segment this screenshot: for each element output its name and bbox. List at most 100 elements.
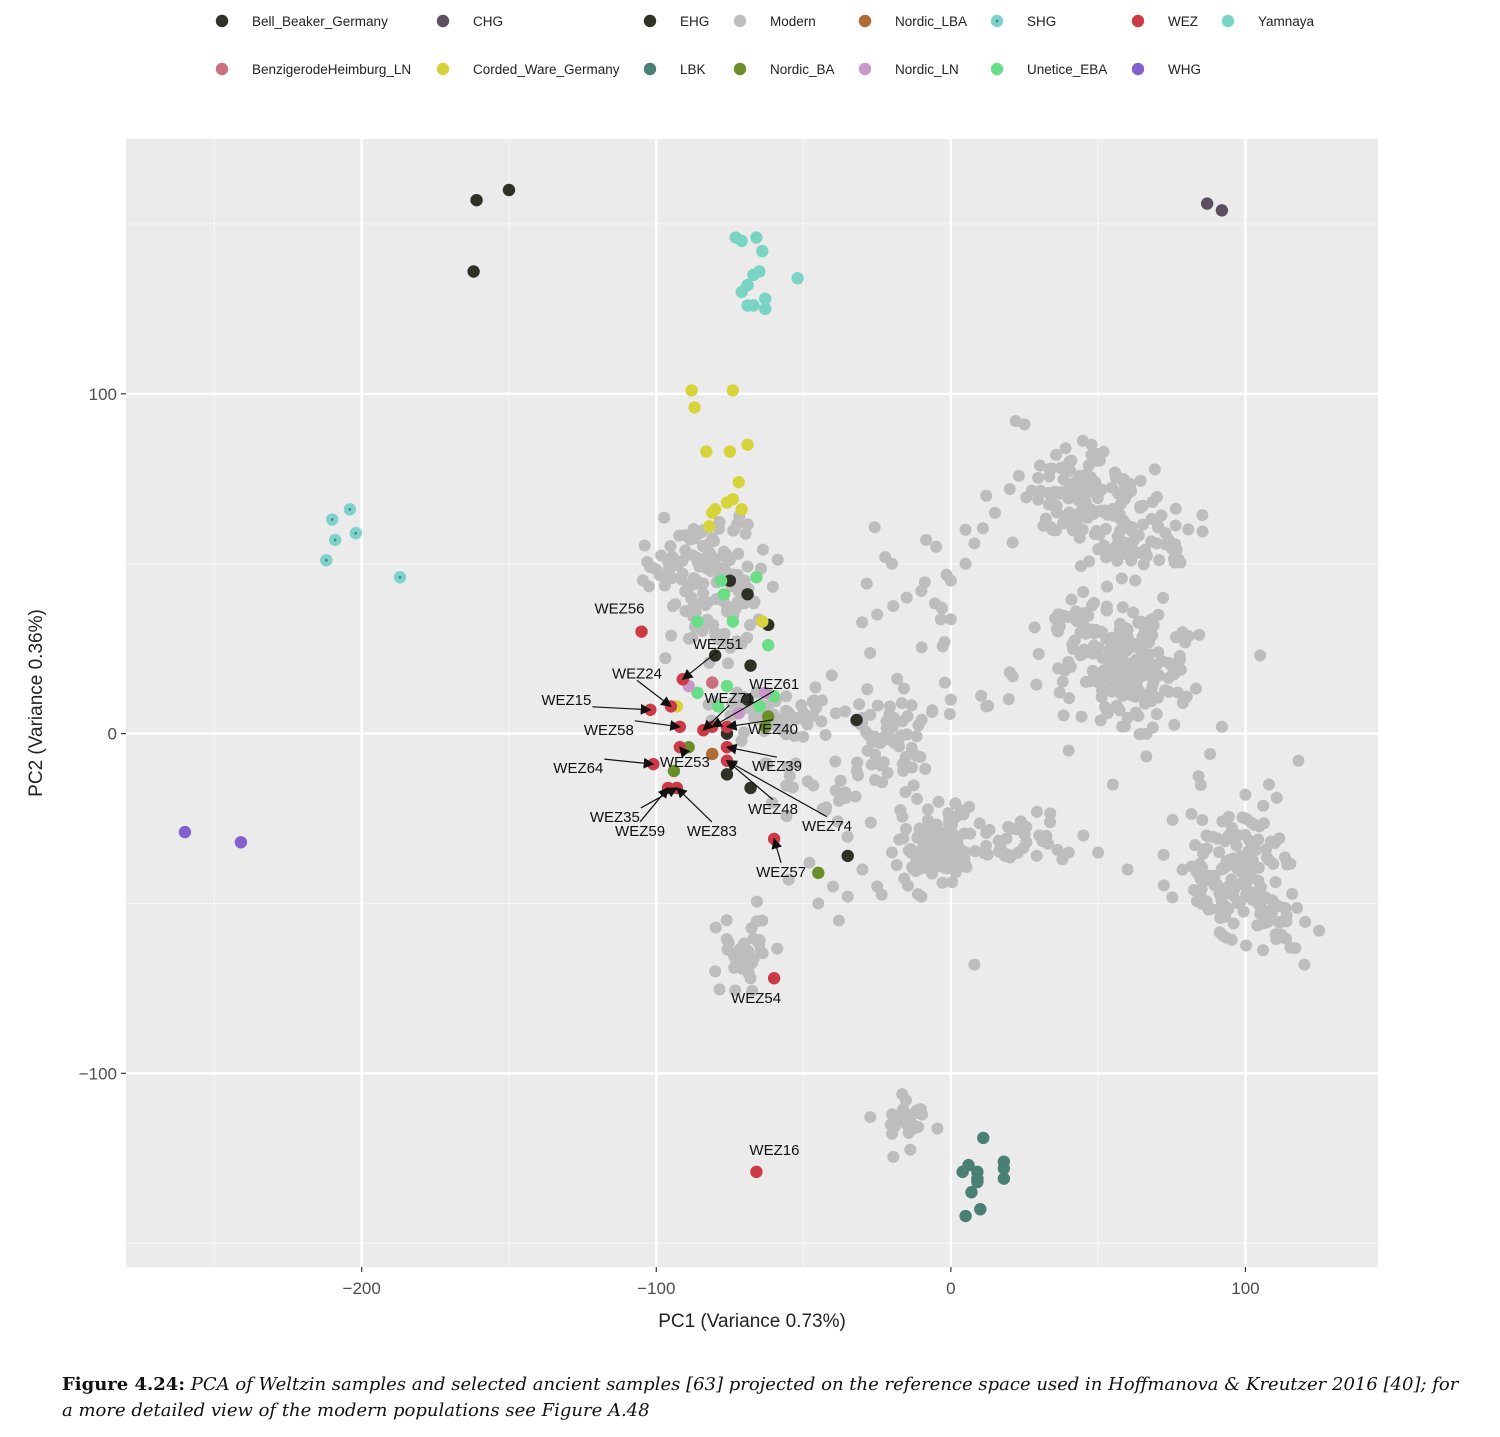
point-modern-592 <box>1085 503 1098 516</box>
point-modern-992 <box>1260 843 1273 856</box>
point-modern-752 <box>1077 586 1090 599</box>
point-wez-15 <box>767 972 781 985</box>
point-modern-520 <box>1054 462 1067 475</box>
point-modern-423 <box>902 844 915 857</box>
legend-key-14 <box>1131 62 1145 76</box>
point-modern-980 <box>1185 860 1198 873</box>
point-modern-1030 <box>1254 907 1267 920</box>
point-chg-1 <box>1215 204 1229 217</box>
point-modern-123 <box>718 627 731 640</box>
point-modern-253 <box>829 755 842 768</box>
point-modern-85 <box>713 516 726 529</box>
legend-label-13: Unetice_EBA <box>1027 62 1107 77</box>
point-modern-1112 <box>944 613 957 626</box>
point-modern-1174 <box>1292 754 1305 767</box>
point-modern-865 <box>1138 653 1151 666</box>
point-modern-818 <box>1110 699 1123 712</box>
point-modern-109 <box>685 592 698 605</box>
point-modern-62 <box>744 619 757 632</box>
annotation-label-wez71: WEZ71 <box>704 690 754 707</box>
point-modern-789 <box>1057 709 1070 722</box>
point-unetice-eba-2 <box>717 588 731 601</box>
point-modern-18 <box>697 587 710 600</box>
point-modern-1152 <box>885 557 898 570</box>
point-modern-207 <box>899 785 912 798</box>
point-modern-861 <box>1108 641 1121 654</box>
point-modern-483 <box>999 849 1012 862</box>
point-modern-603 <box>1033 459 1046 472</box>
point-modern-758 <box>1088 596 1101 609</box>
point-modern-1169 <box>1106 778 1119 791</box>
point-modern-13 <box>732 547 745 560</box>
point-modern-595 <box>1072 482 1085 495</box>
point-modern-814 <box>1094 714 1107 727</box>
annotation-label-wez15: WEZ15 <box>541 692 591 709</box>
point-modern-270 <box>943 708 956 721</box>
point-modern-1138 <box>885 846 898 859</box>
point-modern-1104 <box>912 1121 925 1134</box>
point-modern-619 <box>1155 509 1168 522</box>
point-modern-1168 <box>1062 744 1075 757</box>
annotation-arrow-1 <box>681 650 719 680</box>
point-modern-1137 <box>871 880 884 893</box>
point-modern-358 <box>899 822 912 835</box>
point-modern-9 <box>659 652 672 665</box>
point-modern-798 <box>1098 701 1111 714</box>
point-modern-753 <box>1116 601 1129 614</box>
point-modern-917 <box>1252 861 1265 874</box>
point-modern-466 <box>958 852 971 865</box>
point-modern-684 <box>1053 686 1066 699</box>
x-tick-label-2: 0 <box>946 1279 955 1298</box>
point-corded-ware-germany-13 <box>756 615 769 628</box>
point-modern-1073 <box>742 945 755 958</box>
point-modern-833 <box>1171 686 1184 699</box>
point-modern-732 <box>1179 636 1192 649</box>
legend-label-7: Yamnaya <box>1258 14 1315 29</box>
point-corded-ware-germany-8 <box>720 496 734 509</box>
point-modern-1097 <box>899 1094 912 1107</box>
point-bell-beaker-germany-1 <box>502 183 516 197</box>
point-modern-1125 <box>928 597 941 610</box>
point-modern-259 <box>839 705 852 718</box>
point-corded-ware-germany-6 <box>732 475 745 489</box>
point-nordic-ln-2 <box>759 686 772 700</box>
point-unetice-eba-6 <box>720 679 734 693</box>
x-tick-label-0: −200 <box>343 1279 381 1298</box>
point-modern-1065 <box>756 947 769 960</box>
point-modern-656 <box>1159 538 1172 551</box>
legend-key-7 <box>1221 14 1235 28</box>
point-modern-215 <box>834 774 847 787</box>
point-modern-922 <box>1230 839 1243 852</box>
point-bell-beaker-germany-4 <box>723 574 737 587</box>
point-modern-149 <box>819 729 832 742</box>
point-modern-121 <box>703 562 716 575</box>
legend-key-13 <box>990 62 1004 76</box>
point-yamnaya-11 <box>741 299 754 312</box>
point-lbk-7 <box>971 1175 984 1189</box>
point-modern-1139 <box>915 890 928 903</box>
point-unetice-eba-1 <box>750 571 763 584</box>
point-modern-719 <box>1150 708 1163 721</box>
annotation-label-wez53: WEZ53 <box>660 754 710 771</box>
point-modern-92 <box>741 631 754 644</box>
point-nordic-ba-3 <box>759 720 772 733</box>
point-modern-863 <box>1136 630 1149 643</box>
annotation-label-wez61: WEZ61 <box>749 676 799 693</box>
point-lbk-8 <box>997 1172 1011 1185</box>
point-modern-610 <box>1182 523 1195 536</box>
point-modern-1072 <box>746 984 759 997</box>
point-modern-553 <box>1085 438 1098 451</box>
point-modern-54 <box>707 535 720 548</box>
point-modern-907 <box>1166 891 1179 904</box>
point-unetice-eba-7 <box>691 686 704 700</box>
point-modern-1153 <box>871 608 884 621</box>
point-modern-895 <box>1157 879 1170 892</box>
point-modern-236 <box>825 669 838 682</box>
point-modern-225 <box>807 779 820 792</box>
legend-label-5: SHG <box>1027 14 1056 29</box>
point-modern-95 <box>702 545 715 558</box>
point-modern-1113 <box>887 600 900 613</box>
point-modern-288 <box>910 749 923 762</box>
annotation-arrow-7 <box>634 720 682 731</box>
point-modern-791 <box>1077 643 1090 656</box>
